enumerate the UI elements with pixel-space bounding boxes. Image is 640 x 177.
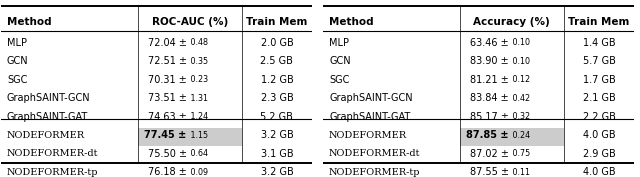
Text: Train Mem: Train Mem (568, 17, 630, 27)
Text: 63.46 ±: 63.46 ± (470, 38, 509, 48)
Text: GraphSAINT-GAT: GraphSAINT-GAT (329, 112, 410, 122)
Text: 70.31 ±: 70.31 ± (148, 75, 187, 85)
Text: 75.50 ±: 75.50 ± (148, 149, 187, 159)
Text: 0.75: 0.75 (510, 149, 531, 158)
Text: 83.84 ±: 83.84 ± (470, 93, 509, 103)
Text: 0.10: 0.10 (510, 38, 531, 47)
Text: 2.1 GB: 2.1 GB (582, 93, 615, 103)
Text: 73.51 ±: 73.51 ± (148, 93, 187, 103)
Text: NODEFORMER-dt: NODEFORMER-dt (7, 149, 99, 158)
Text: 74.63 ±: 74.63 ± (148, 112, 187, 122)
Text: 0.12: 0.12 (510, 75, 531, 84)
Text: 83.90 ±: 83.90 ± (470, 56, 509, 66)
Text: NODEFORMER-dt: NODEFORMER-dt (329, 149, 420, 158)
Text: Accuracy (%): Accuracy (%) (474, 17, 550, 27)
Text: GCN: GCN (329, 56, 351, 66)
Text: MLP: MLP (7, 38, 27, 48)
Text: 4.0 GB: 4.0 GB (582, 130, 615, 140)
Text: Method: Method (7, 17, 52, 27)
Text: 2.0 GB: 2.0 GB (260, 38, 293, 48)
Text: 76.18 ±: 76.18 ± (148, 167, 187, 177)
Text: GraphSAINT-GCN: GraphSAINT-GCN (7, 93, 90, 103)
Text: 2.2 GB: 2.2 GB (582, 112, 616, 122)
Text: 0.11: 0.11 (510, 168, 531, 177)
Text: 0.48: 0.48 (188, 38, 208, 47)
Text: Method: Method (329, 17, 374, 27)
Text: 2.9 GB: 2.9 GB (582, 149, 615, 159)
Text: 0.35: 0.35 (188, 57, 208, 66)
Text: 4.0 GB: 4.0 GB (582, 167, 615, 177)
Text: MLP: MLP (329, 38, 349, 48)
Text: GCN: GCN (7, 56, 29, 66)
Text: NODEFORMER-tp: NODEFORMER-tp (329, 168, 420, 177)
Bar (460, 128, 564, 146)
Text: 0.23: 0.23 (188, 75, 208, 84)
Text: 72.04 ±: 72.04 ± (148, 38, 187, 48)
Text: 0.09: 0.09 (188, 168, 208, 177)
Text: 77.45 ±: 77.45 ± (145, 130, 187, 140)
Text: 87.85 ±: 87.85 ± (466, 130, 509, 140)
Text: NODEFORMER: NODEFORMER (329, 131, 407, 140)
Text: 5.2 GB: 5.2 GB (260, 112, 293, 122)
Text: 1.24: 1.24 (188, 112, 208, 121)
Text: 87.02 ±: 87.02 ± (470, 149, 509, 159)
Text: NODEFORMER: NODEFORMER (7, 131, 85, 140)
Text: 1.2 GB: 1.2 GB (260, 75, 293, 85)
Text: GraphSAINT-GCN: GraphSAINT-GCN (329, 93, 413, 103)
Text: SGC: SGC (329, 75, 349, 85)
Text: 3.2 GB: 3.2 GB (260, 130, 293, 140)
Text: 81.21 ±: 81.21 ± (470, 75, 509, 85)
Text: GraphSAINT-GAT: GraphSAINT-GAT (7, 112, 88, 122)
Text: SGC: SGC (7, 75, 28, 85)
Text: 1.4 GB: 1.4 GB (582, 38, 615, 48)
Text: 3.1 GB: 3.1 GB (260, 149, 293, 159)
Text: 0.24: 0.24 (510, 131, 531, 140)
Text: 3.2 GB: 3.2 GB (260, 167, 293, 177)
Text: 1.7 GB: 1.7 GB (582, 75, 615, 85)
Text: 0.64: 0.64 (188, 149, 208, 158)
Text: 0.32: 0.32 (510, 112, 531, 121)
Text: Train Mem: Train Mem (246, 17, 308, 27)
Text: 0.10: 0.10 (510, 57, 531, 66)
Text: 72.51 ±: 72.51 ± (148, 56, 187, 66)
Text: 85.17 ±: 85.17 ± (470, 112, 509, 122)
Text: 1.15: 1.15 (188, 131, 208, 140)
Bar (138, 128, 242, 146)
Text: 2.3 GB: 2.3 GB (260, 93, 293, 103)
Text: ROC-AUC (%): ROC-AUC (%) (152, 17, 228, 27)
Text: 1.31: 1.31 (188, 94, 208, 103)
Text: 87.55 ±: 87.55 ± (470, 167, 509, 177)
Text: 5.7 GB: 5.7 GB (582, 56, 616, 66)
Text: 0.42: 0.42 (510, 94, 531, 103)
Text: NODEFORMER-tp: NODEFORMER-tp (7, 168, 99, 177)
Text: 2.5 GB: 2.5 GB (260, 56, 293, 66)
